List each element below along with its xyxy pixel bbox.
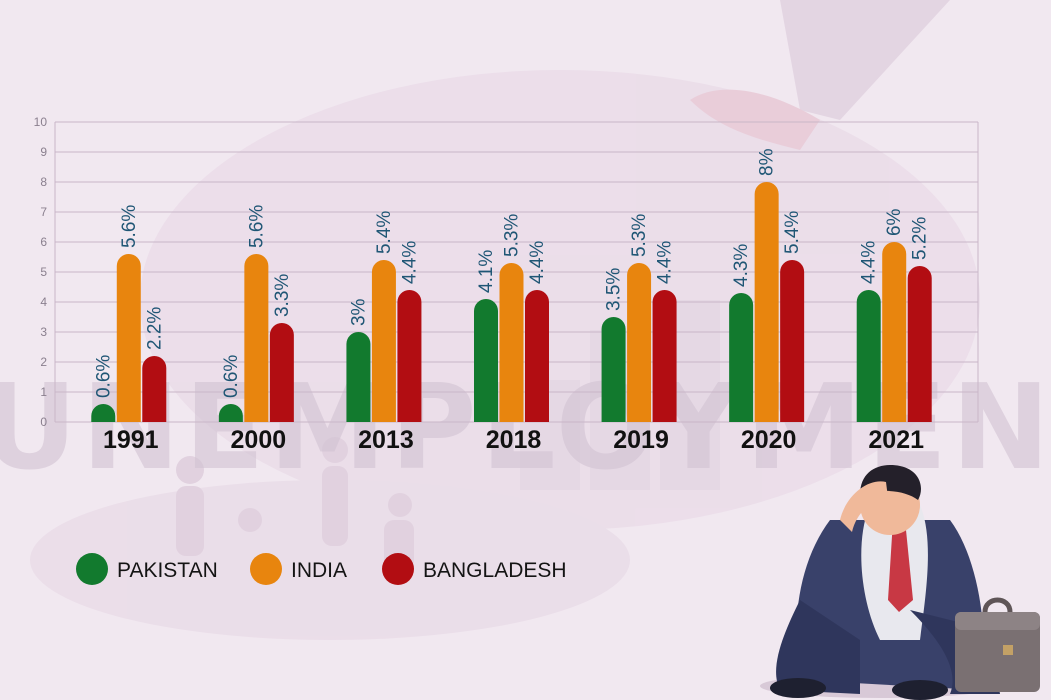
data-label: 5.6% [246, 205, 267, 248]
chart-bars: 0.6%5.6%2.2%0.6%5.6%3.3% 3%5.4%4.4% 4.1%5.… [91, 148, 932, 422]
data-label: 4.3% [731, 244, 752, 287]
data-label: 2.2% [144, 307, 165, 350]
bar-bangladesh-2018 [525, 290, 549, 422]
bar-bangladesh-2019 [652, 290, 677, 422]
y-tick-label: 9 [40, 145, 47, 159]
bar-india-2021 [882, 242, 907, 422]
data-label: 6% [884, 208, 905, 236]
data-label: 5.4% [782, 211, 803, 254]
x-tick-label: 2021 [868, 426, 924, 454]
y-tick-label: 7 [40, 205, 47, 219]
y-tick-label: 1 [40, 385, 47, 399]
x-tick-label: 2000 [231, 426, 287, 454]
y-tick-label: 0 [40, 415, 47, 429]
chart-legend: PAKISTAN INDIA BANGLADESH [76, 553, 567, 585]
bar-pakistan-1991 [91, 404, 116, 422]
bar-bangladesh-2021 [907, 266, 932, 422]
bar-india-2000 [244, 254, 269, 422]
data-label: 0.6% [221, 355, 242, 398]
data-label: 4.4% [859, 241, 880, 284]
bar-pakistan-2018 [474, 299, 498, 422]
y-tick-label: 10 [34, 115, 48, 129]
data-label: 5.4% [374, 211, 395, 254]
bar-pakistan-2021 [856, 290, 881, 422]
bar-india-1991 [116, 254, 141, 422]
x-axis: 1991 2000 2013 2018 2019 2020 2021 [103, 426, 924, 454]
sad-man-illustration [760, 465, 1040, 700]
data-label: 5.3% [502, 214, 523, 257]
y-tick-label: 3 [40, 325, 47, 339]
data-label: 3.5% [604, 268, 625, 311]
data-label: 4.4% [399, 241, 420, 284]
legend-swatch-india [250, 553, 282, 585]
x-tick-label: 2019 [613, 426, 669, 454]
data-label: 3.3% [272, 274, 293, 317]
legend-label-india: INDIA [291, 559, 347, 582]
x-tick-label: 1991 [103, 426, 159, 454]
x-tick-label: 2020 [741, 426, 797, 454]
x-tick-label: 2013 [358, 426, 414, 454]
data-label: 5.3% [629, 214, 650, 257]
y-tick-label: 2 [40, 355, 47, 369]
bar-bangladesh-2000 [269, 323, 294, 422]
data-label: 8% [757, 148, 778, 176]
data-label: 0.6% [93, 355, 114, 398]
data-label: 4.1% [476, 250, 497, 293]
bar-pakistan-2019 [601, 317, 626, 422]
legend-label-bangladesh: BANGLADESH [423, 559, 567, 582]
legend-swatch-pakistan [76, 553, 108, 585]
y-axis: 0 1 2 3 4 5 6 7 8 9 10 [34, 115, 48, 429]
bar-bangladesh-2020 [780, 260, 805, 422]
y-tick-label: 8 [40, 175, 47, 189]
y-tick-label: 5 [40, 265, 47, 279]
y-tick-label: 4 [40, 295, 47, 309]
data-label: 4.4% [527, 241, 548, 284]
bar-pakistan-2000 [218, 404, 243, 422]
bar-india-2018 [499, 263, 524, 422]
bar-india-2013 [371, 260, 396, 422]
data-label: 4.4% [655, 241, 676, 284]
x-tick-label: 2018 [486, 426, 542, 454]
bar-pakistan-2020 [729, 293, 754, 422]
data-label: 5.2% [910, 217, 931, 260]
y-tick-label: 6 [40, 235, 47, 249]
bar-bangladesh-1991 [142, 356, 167, 422]
bar-bangladesh-2013 [397, 290, 422, 422]
legend-swatch-bangladesh [382, 553, 414, 585]
bar-india-2019 [627, 263, 652, 422]
bar-india-2020 [754, 182, 779, 422]
data-label: 5.6% [119, 205, 140, 248]
legend-label-pakistan: PAKISTAN [117, 559, 218, 582]
data-label: 3% [348, 298, 369, 326]
bar-pakistan-2013 [346, 332, 371, 422]
